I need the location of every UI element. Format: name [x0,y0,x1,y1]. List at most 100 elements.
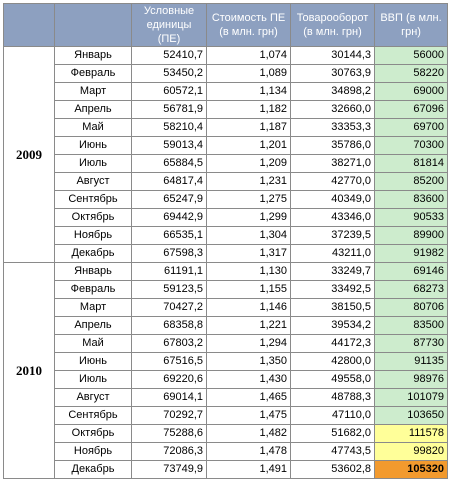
gdp-cell: 98976 [374,370,448,389]
gdp-data-table: Условные единицы (ПЕ) Стоимость ПЕ (в мл… [3,3,448,479]
gdp-cell: 83600 [374,190,448,209]
month-cell: Март [54,82,132,101]
cost-cell: 1,209 [206,154,291,173]
table-row: Октябрь 75288,6 1,482 51682,0 111578 [4,424,448,443]
turnover-cell: 48788,3 [290,388,375,407]
header-month [54,3,132,47]
table-row: Апрель 56781,9 1,182 32660,0 67096 [4,100,448,119]
month-cell: Январь [54,46,132,65]
table-row: Февраль 53450,2 1,089 30763,9 58220 [4,64,448,83]
table-row: Май 67803,2 1,294 44172,3 87730 [4,334,448,353]
cost-cell: 1,187 [206,118,291,137]
gdp-cell: 91135 [374,352,448,371]
month-cell: Ноябрь [54,226,132,245]
units-cell: 56781,9 [131,100,207,119]
turnover-cell: 42800,0 [290,352,375,371]
header-turnover: Товарооборот (в млн. грн) [290,3,375,47]
turnover-cell: 38150,5 [290,298,375,317]
table-row: 2010 Январь 61191,1 1,130 33249,7 69146 [3,262,448,479]
table-row: Сентябрь 65247,9 1,275 40349,0 83600 [4,190,448,209]
units-cell: 75288,6 [131,424,207,443]
gdp-cell: 68273 [374,280,448,299]
units-cell: 52410,7 [131,46,207,65]
table-row: Июль 65884,5 1,209 38271,0 81814 [4,154,448,173]
table-row: Август 64817,4 1,231 42770,0 85200 [4,172,448,191]
turnover-cell: 33353,3 [290,118,375,137]
table-row: Июнь 67516,5 1,350 42800,0 91135 [4,352,448,371]
cost-cell: 1,134 [206,82,291,101]
header-cost: Стоимость ПЕ (в млн. грн) [206,3,291,47]
gdp-cell: 101079 [374,388,448,407]
month-cell: Июнь [54,136,132,155]
cost-cell: 1,304 [206,226,291,245]
gdp-cell: 70300 [374,136,448,155]
gdp-cell: 91982 [374,244,448,263]
year-cell: 2010 [3,262,55,479]
units-cell: 60572,1 [131,82,207,101]
cost-cell: 1,491 [206,460,291,479]
header-row: Условные единицы (ПЕ) Стоимость ПЕ (в мл… [3,3,448,47]
cost-cell: 1,478 [206,442,291,461]
month-cell: Январь [54,262,132,281]
table-row: Ноябрь 72086,3 1,478 47743,5 99820 [4,442,448,461]
cost-cell: 1,182 [206,100,291,119]
month-cell: Октябрь [54,208,132,227]
turnover-cell: 51682,0 [290,424,375,443]
units-cell: 53450,2 [131,64,207,83]
cost-cell: 1,275 [206,190,291,209]
table-row: Июнь 59013,4 1,201 35786,0 70300 [4,136,448,155]
cost-cell: 1,350 [206,352,291,371]
cost-cell: 1,231 [206,172,291,191]
header-gdp: ВВП (в млн. грн) [374,3,448,47]
units-cell: 64817,4 [131,172,207,191]
gdp-cell: 89900 [374,226,448,245]
table-row: Июль 69220,6 1,430 49558,0 98976 [4,370,448,389]
month-cell: Март [54,298,132,317]
gdp-cell: 81814 [374,154,448,173]
gdp-cell: 83500 [374,316,448,335]
turnover-cell: 34898,2 [290,82,375,101]
units-cell: 69220,6 [131,370,207,389]
table-row: Декабрь 73749,9 1,491 53602,8 105320 [4,460,448,479]
cost-cell: 1,130 [206,262,291,281]
header-year [3,3,55,47]
turnover-cell: 49558,0 [290,370,375,389]
table-row: Август 69014,1 1,465 48788,3 101079 [4,388,448,407]
units-cell: 73749,9 [131,460,207,479]
units-cell: 70292,7 [131,406,207,425]
turnover-cell: 33249,7 [290,262,375,281]
gdp-cell: 80706 [374,298,448,317]
units-cell: 69014,1 [131,388,207,407]
month-cell: Июнь [54,352,132,371]
table-row: Сентябрь 70292,7 1,475 47110,0 103650 [4,406,448,425]
table-row: 2009 Январь 52410,7 1,074 30144,3 56000 [3,46,448,263]
turnover-cell: 39534,2 [290,316,375,335]
turnover-cell: 53602,8 [290,460,375,479]
gdp-cell: 69700 [374,118,448,137]
month-cell: Ноябрь [54,442,132,461]
units-cell: 67598,3 [131,244,207,263]
cost-cell: 1,221 [206,316,291,335]
month-cell: Декабрь [54,244,132,263]
units-cell: 72086,3 [131,442,207,461]
month-cell: Апрель [54,316,132,335]
cost-cell: 1,482 [206,424,291,443]
cost-cell: 1,465 [206,388,291,407]
gdp-cell: 56000 [374,46,448,65]
table-row: Май 58210,4 1,187 33353,3 69700 [4,118,448,137]
gdp-cell: 85200 [374,172,448,191]
cost-cell: 1,155 [206,280,291,299]
gdp-cell: 99820 [374,442,448,461]
cost-cell: 1,299 [206,208,291,227]
units-cell: 66535,1 [131,226,207,245]
units-cell: 67516,5 [131,352,207,371]
turnover-cell: 30144,3 [290,46,375,65]
month-cell: Август [54,172,132,191]
gdp-cell: 67096 [374,100,448,119]
cost-cell: 1,317 [206,244,291,263]
turnover-cell: 30763,9 [290,64,375,83]
units-cell: 61191,1 [131,262,207,281]
table-body: 2009 Январь 52410,7 1,074 30144,3 56000 Феврал… [3,46,448,479]
table-row: Октябрь 69442,9 1,299 43346,0 90533 [4,208,448,227]
month-cell: Февраль [54,64,132,83]
